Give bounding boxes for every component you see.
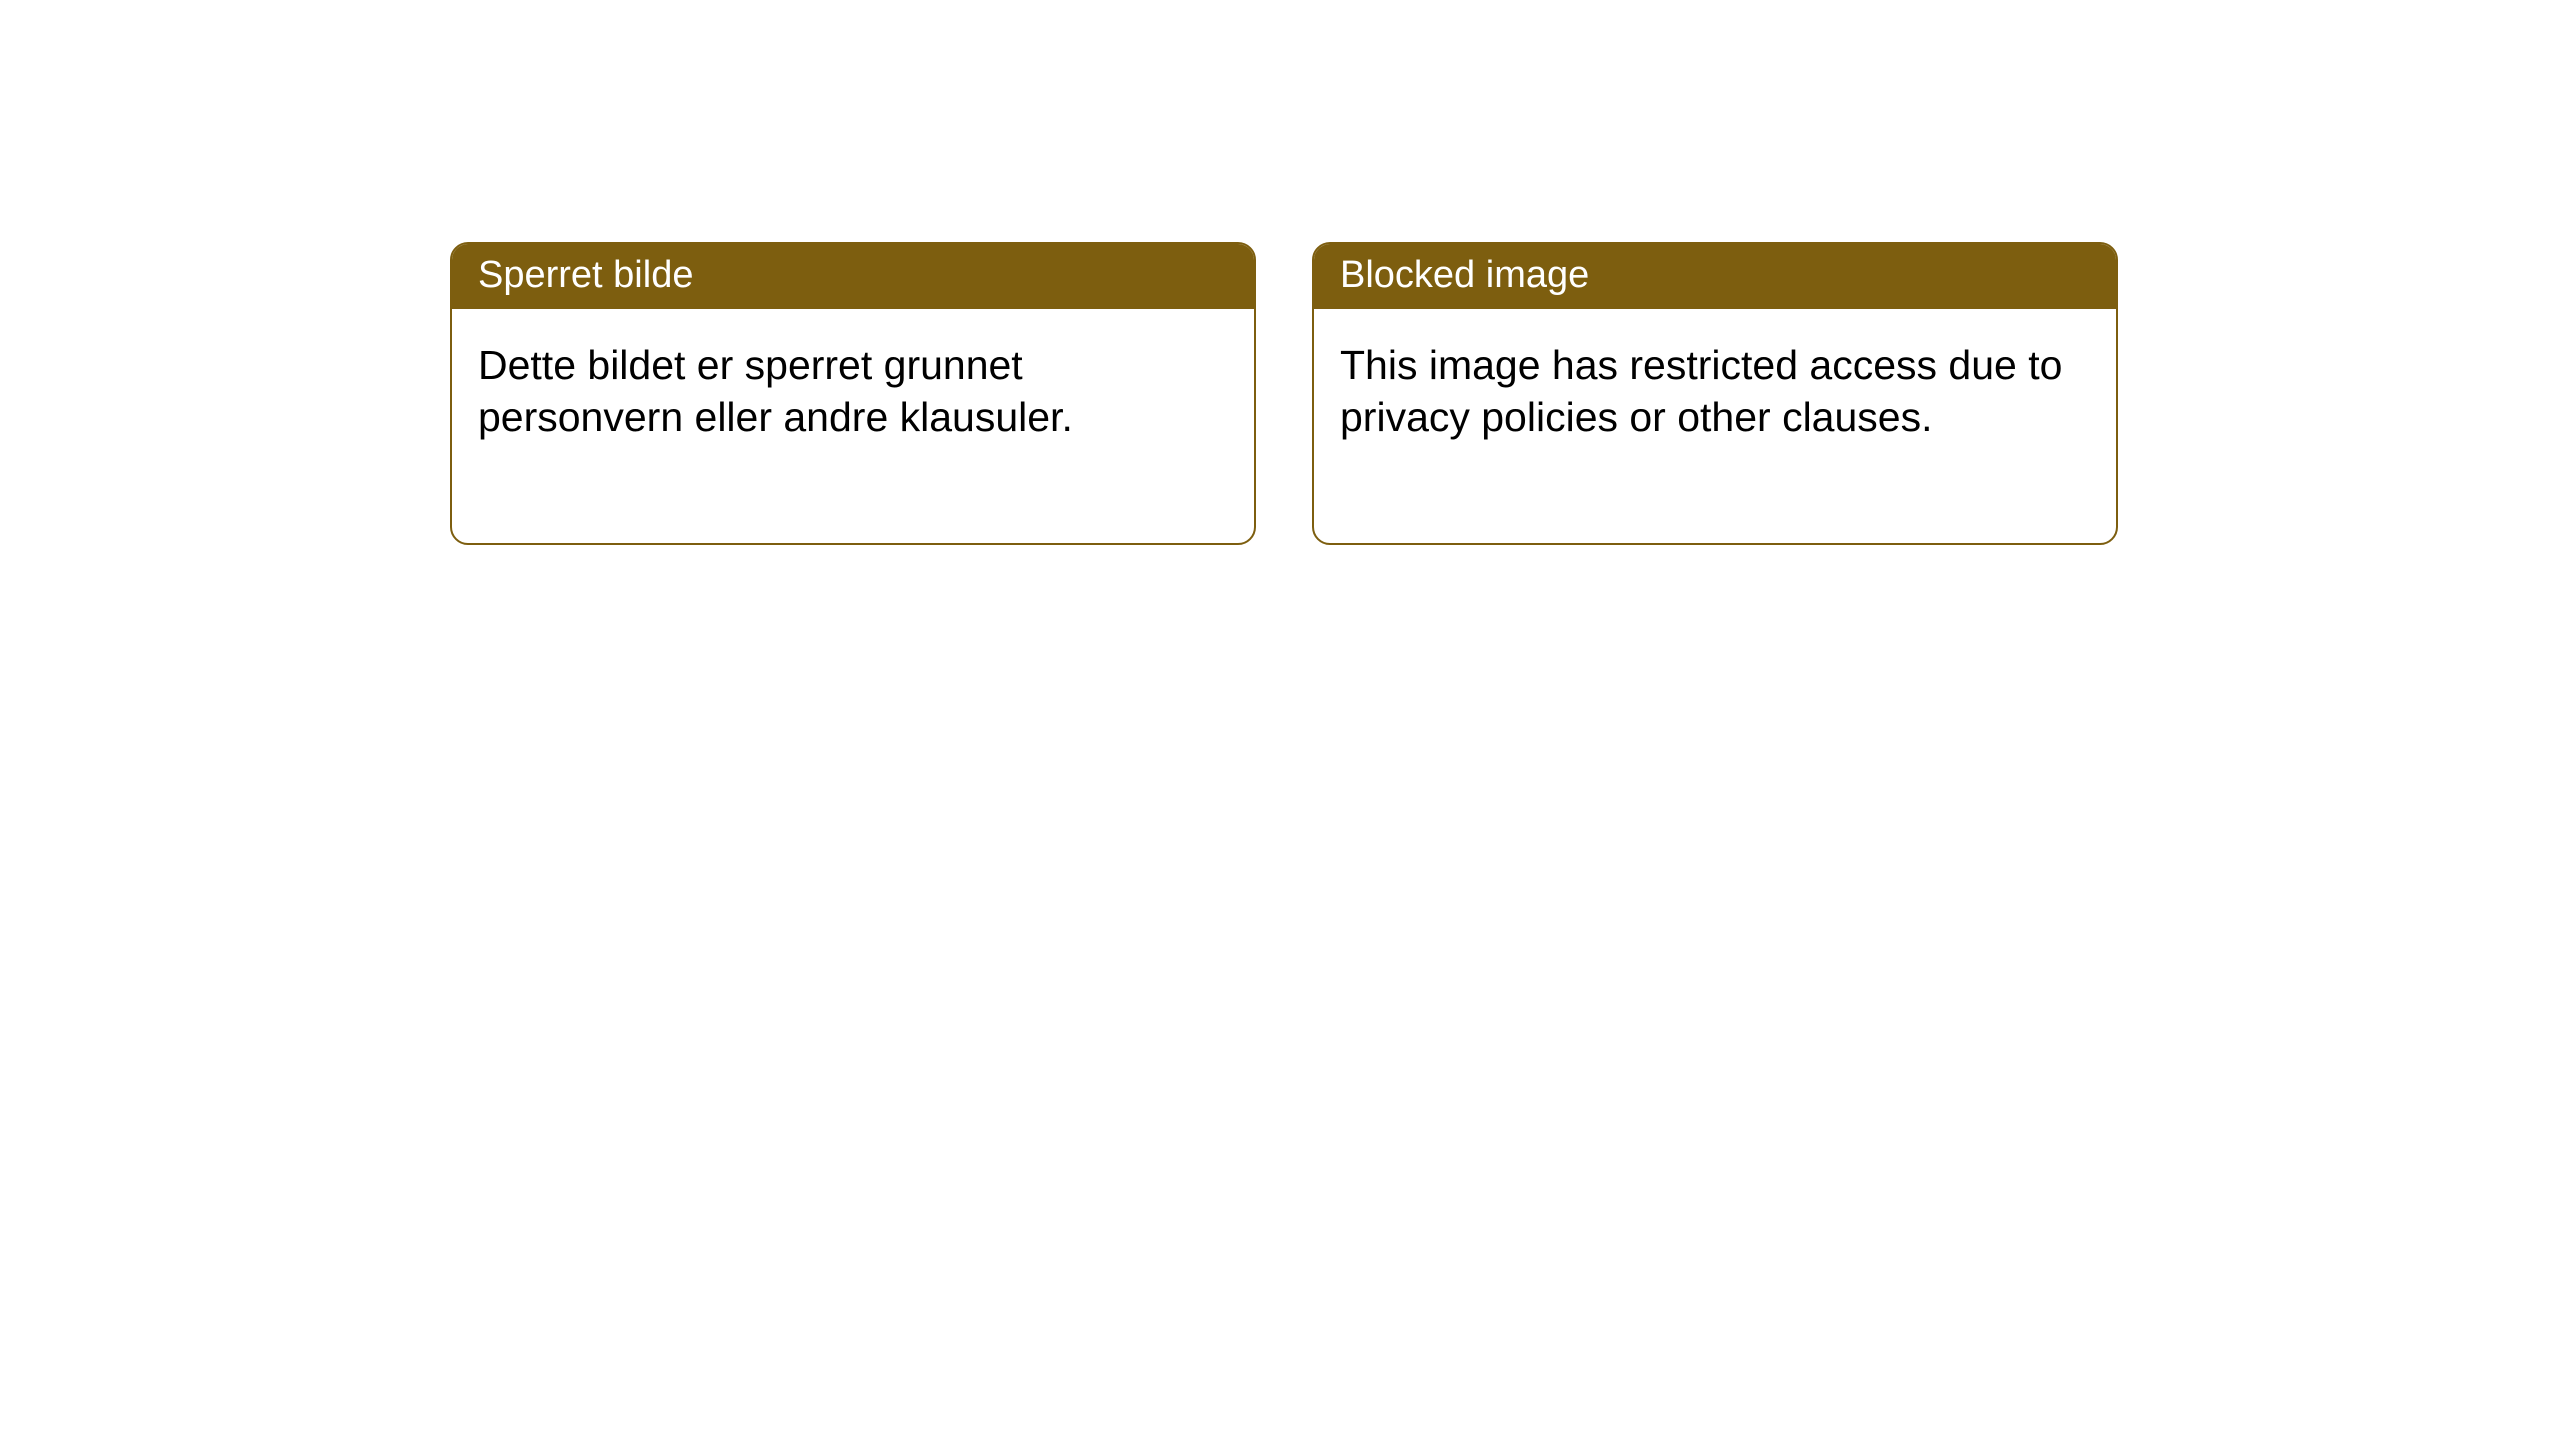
card-body-text: Dette bildet er sperret grunnet personve… — [478, 342, 1073, 440]
card-body: This image has restricted access due to … — [1314, 309, 2116, 543]
notice-container: Sperret bilde Dette bildet er sperret gr… — [0, 0, 2560, 545]
card-header-text: Sperret bilde — [478, 254, 693, 296]
blocked-image-card-no: Sperret bilde Dette bildet er sperret gr… — [450, 242, 1256, 545]
card-body-text: This image has restricted access due to … — [1340, 342, 2062, 440]
card-header: Blocked image — [1314, 244, 2116, 309]
blocked-image-card-en: Blocked image This image has restricted … — [1312, 242, 2118, 545]
card-body: Dette bildet er sperret grunnet personve… — [452, 309, 1254, 543]
card-header: Sperret bilde — [452, 244, 1254, 309]
card-header-text: Blocked image — [1340, 254, 1589, 296]
